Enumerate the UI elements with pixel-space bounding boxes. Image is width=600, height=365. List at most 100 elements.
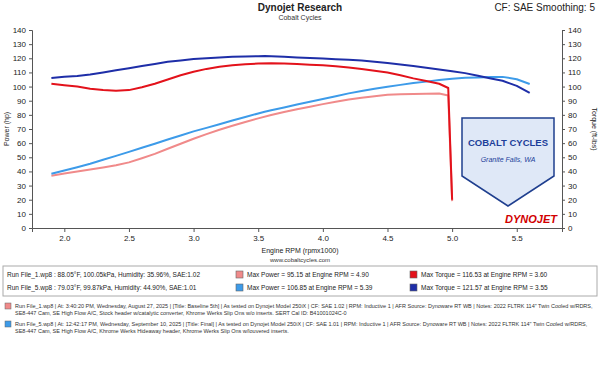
- tick: 70: [17, 125, 32, 134]
- tick: 50: [17, 153, 32, 162]
- tick: 140: [562, 26, 582, 35]
- x-axis-title: Engine RPM (rpmx1000): [261, 247, 338, 255]
- note-swatch: [5, 321, 11, 327]
- tick-mark: [29, 186, 32, 187]
- tick: 4.5: [382, 228, 394, 243]
- tick-label: 100: [13, 83, 27, 92]
- tick-mark: [562, 44, 565, 45]
- tick-mark: [258, 228, 259, 232]
- y2-axis-line: [563, 31, 566, 229]
- y-axis-title: Power (hp): [3, 112, 11, 146]
- tick-label: 5.5: [512, 234, 524, 243]
- tick-label: 3.0: [189, 234, 201, 243]
- tick-mark: [562, 200, 565, 201]
- tick-label: 0: [22, 224, 27, 233]
- note-line: SE8-447 Cam, SE High Flow A/C, Khrome We…: [15, 328, 289, 334]
- tick-label: 60: [568, 139, 577, 148]
- y-axis-line: [29, 31, 33, 229]
- y2-axis: 0102030405060708090100110120130140: [562, 26, 582, 233]
- series-line: [51, 56, 529, 93]
- tick-label: 120: [13, 54, 27, 63]
- tick-mark: [29, 87, 32, 88]
- tick-mark: [562, 143, 565, 144]
- tick-label: 50: [17, 153, 26, 162]
- tick-label: 70: [568, 125, 577, 134]
- tick-mark: [29, 129, 32, 130]
- tick: 10: [562, 210, 577, 219]
- x-axis-line: [33, 229, 563, 233]
- tick-mark: [194, 228, 195, 232]
- tick-mark: [29, 171, 32, 172]
- tick: 4.0: [318, 228, 330, 243]
- tick: 110: [562, 68, 581, 77]
- tick: 20: [17, 196, 32, 205]
- tick: 5.5: [512, 228, 524, 243]
- tick-mark: [562, 214, 565, 215]
- tick: 100: [13, 83, 32, 92]
- x-axis: 2.02.53.03.54.04.55.05.5: [33, 228, 563, 243]
- tick-mark: [562, 186, 565, 187]
- tick: 140: [13, 26, 32, 35]
- series-line: [51, 93, 452, 201]
- tick: 2.5: [124, 228, 136, 243]
- tick-mark: [562, 115, 565, 116]
- tick: 80: [562, 111, 577, 120]
- tick-label: 20: [568, 196, 577, 205]
- corner-text: CF: SAE Smoothing: 5: [494, 2, 595, 13]
- tick-label: 30: [568, 182, 577, 191]
- note-swatch: [5, 303, 11, 309]
- tick-mark: [323, 228, 324, 232]
- tick: 20: [562, 196, 577, 205]
- tick-label: 5.0: [447, 234, 459, 243]
- y2-axis-title: Torque (ft-lbs): [590, 107, 598, 150]
- note: Run File_5.wp8 | At: 12:42:17 PM, Wednes…: [15, 321, 589, 334]
- tick-label: 4.5: [382, 234, 394, 243]
- tick-label: 50: [568, 153, 577, 162]
- tick-mark: [387, 228, 388, 232]
- tick: 90: [17, 97, 32, 106]
- tick-label: 30: [17, 182, 26, 191]
- tick-mark: [562, 72, 565, 73]
- tick: 110: [13, 68, 32, 77]
- tick-mark: [562, 129, 565, 130]
- note: Run File_1.wp8 | At: 3:40:20 PM, Wednesd…: [15, 303, 594, 316]
- legend-entry: Max Power = 95.15 at Engine RPM = 4.90: [247, 271, 369, 279]
- legend-swatch: [236, 284, 243, 291]
- note-line: SE8-447 Cam, SE High Flow A/C, Stock hea…: [15, 310, 347, 316]
- tick-label: 10: [568, 210, 577, 219]
- tick-label: 0: [568, 224, 573, 233]
- logo-shield: [462, 118, 554, 206]
- tick: 40: [17, 167, 32, 176]
- tick: 120: [13, 54, 32, 63]
- tick-mark: [452, 228, 453, 232]
- logo-place: Granite Falls, WA: [481, 156, 536, 163]
- chart: Dynojet ResearchCobalt CyclesCF: SAE Smo…: [0, 0, 600, 365]
- tick: 60: [17, 139, 32, 148]
- tick-label: 2.0: [59, 234, 71, 243]
- tick: 0: [22, 224, 32, 233]
- tick: 2.0: [59, 228, 71, 243]
- tick-mark: [562, 157, 565, 158]
- legend-swatch: [236, 271, 243, 278]
- tick-mark: [29, 58, 32, 59]
- tick: 10: [17, 210, 32, 219]
- tick-mark: [562, 228, 565, 229]
- legend-entry: Max Torque = 116.53 at Engine RPM = 3.60: [421, 271, 548, 279]
- y-axis: 0 10 20 30 40 50 60 70 80 90 100 110 120 130 140: [13, 26, 33, 233]
- tick-label: 140: [13, 26, 27, 35]
- tick-label: 40: [17, 167, 26, 176]
- title: Dynojet Research: [258, 2, 342, 13]
- tick: 80: [17, 111, 32, 120]
- legend: Run File_1.wp8 : 88.05°F, 100.05kPa, Hum…: [3, 266, 597, 296]
- tick-mark: [517, 228, 518, 232]
- tick: 5.0: [447, 228, 459, 243]
- logo-name: COBALT CYCLES: [468, 137, 548, 148]
- tick-label: 110: [13, 68, 26, 77]
- tick-mark: [29, 200, 32, 201]
- tick: 130: [13, 40, 32, 49]
- tick-label: 40: [568, 167, 577, 176]
- tick-mark: [562, 30, 565, 31]
- tick-label: 4.0: [318, 234, 330, 243]
- background: [0, 0, 600, 365]
- tick-mark: [29, 228, 32, 229]
